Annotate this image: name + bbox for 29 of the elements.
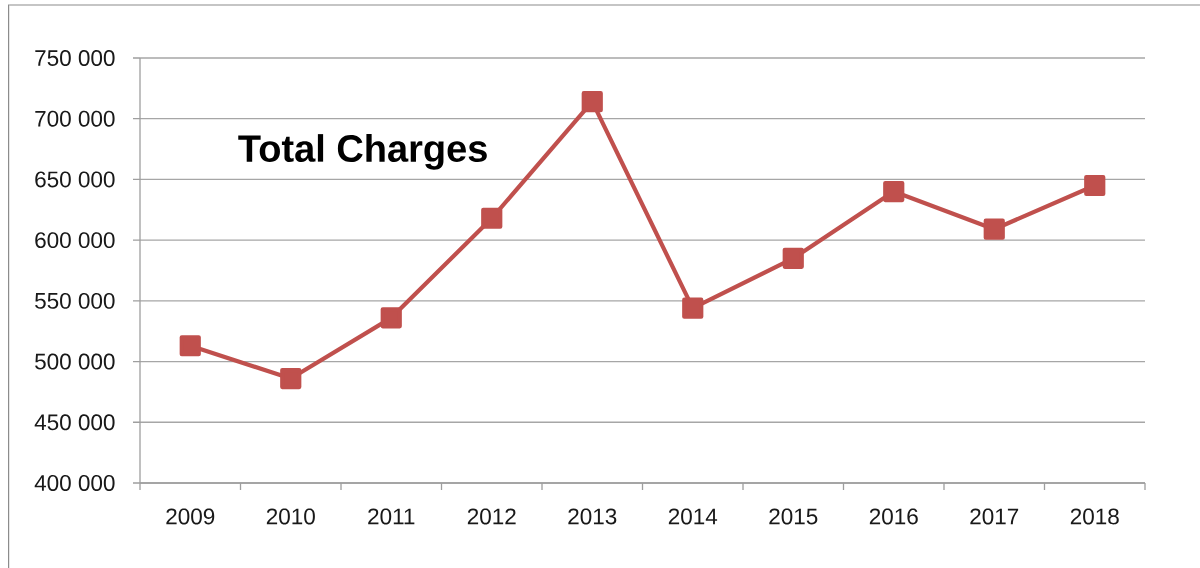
point — [883, 180, 905, 203]
x-tick-label: 2012 — [467, 508, 516, 525]
x-tick-label: 2013 — [568, 508, 617, 525]
point — [380, 307, 402, 329]
point — [682, 297, 704, 319]
x-tick-label: 2009 — [166, 508, 215, 525]
point — [280, 367, 302, 390]
point — [1084, 174, 1106, 197]
y-tick-label: 650 000 — [35, 171, 115, 188]
y-tick-label: 550 000 — [35, 292, 115, 309]
x-tick-label: 2018 — [1070, 508, 1119, 525]
x-tick-label: 2015 — [769, 508, 818, 525]
point — [782, 247, 804, 269]
x-tick-label: 2017 — [970, 508, 1019, 525]
x-tick-label: 2014 — [668, 508, 718, 525]
x-tick-label: 2011 — [368, 508, 415, 525]
point — [581, 91, 603, 113]
y-tick-label: 450 000 — [34, 414, 115, 431]
x-tick-label: 2016 — [869, 508, 918, 525]
y-tick-label: 750 000 — [35, 50, 115, 66]
point — [983, 218, 1005, 240]
text: Total Charges — [238, 134, 487, 170]
y-tick-label: 700 000 — [35, 110, 115, 127]
y-tick-label: 400 000 — [34, 475, 115, 491]
x-tick-label: 2010 — [266, 508, 315, 525]
point — [481, 207, 503, 229]
y-tick-label: 500 000 — [35, 353, 115, 370]
point — [179, 335, 201, 357]
y-tick-label: 600 000 — [35, 232, 115, 249]
